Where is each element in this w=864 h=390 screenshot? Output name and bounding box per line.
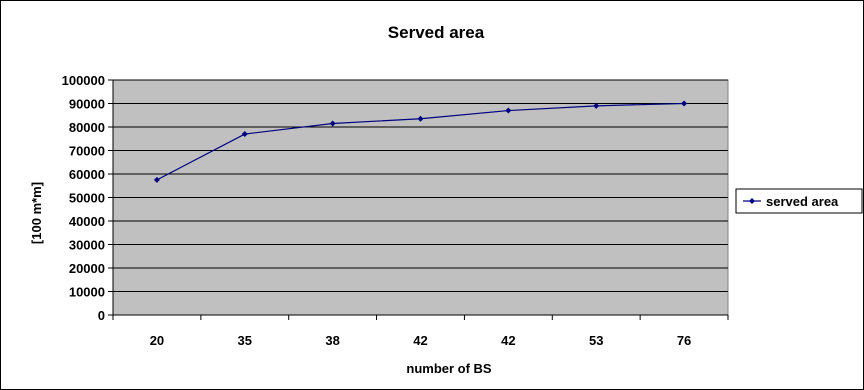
x-tick-label: 35 — [238, 333, 252, 348]
legend-series-marker — [749, 198, 755, 204]
data-point — [505, 107, 512, 114]
x-tick-label: 76 — [677, 333, 691, 348]
x-tick-label: 42 — [501, 333, 515, 348]
x-tick-label: 42 — [413, 333, 427, 348]
data-point — [241, 131, 248, 138]
y-axis-label: [100 m*m] — [29, 182, 44, 244]
data-point — [153, 176, 160, 183]
legend: served area — [735, 188, 863, 214]
data-point — [681, 100, 688, 107]
chart-title: Served area — [388, 23, 485, 42]
legend-series-label: served area — [766, 194, 839, 209]
data-point — [593, 102, 600, 109]
y-tick-label: 80000 — [69, 120, 105, 135]
y-tick-label: 70000 — [69, 144, 105, 159]
y-tick-label: 10000 — [69, 285, 105, 300]
y-tick-label: 0 — [98, 308, 105, 323]
axes: 0 10000 20000 30000 40000 50000 60000 70000 8000… — [62, 73, 729, 348]
y-tick-label: 20000 — [69, 261, 105, 276]
gridlines — [113, 79, 728, 292]
x-tick-label: 20 — [150, 333, 164, 348]
y-tick-label: 50000 — [69, 191, 105, 206]
x-tick-label: 53 — [589, 333, 603, 348]
y-tick-label: 30000 — [69, 238, 105, 253]
y-tick-label: 60000 — [69, 167, 105, 182]
series-layer — [153, 100, 688, 183]
data-point — [329, 120, 336, 127]
y-tick-label: 40000 — [69, 214, 105, 229]
y-tick-label: 90000 — [69, 97, 105, 112]
y-tick-label: 100000 — [62, 73, 105, 88]
data-point — [417, 115, 424, 122]
x-axis-label: number of BS — [406, 361, 492, 376]
x-tick-label: 38 — [325, 333, 339, 348]
